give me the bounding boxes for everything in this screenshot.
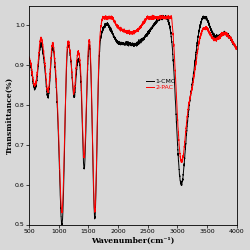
2-PAC: [28, 55, 30, 58]
2-PAC: [209, 32, 212, 34]
2-PAC: [64, 112, 66, 115]
1-CMC: [51, 47, 54, 50]
2-PAC: [60, 212, 64, 214]
1-CMC: [116, 40, 119, 43]
2-PAC: [116, 24, 119, 26]
1-CMC: [160, 14, 163, 17]
X-axis label: Wavenumber(cm⁻¹): Wavenumber(cm⁻¹): [91, 236, 174, 244]
2-PAC: [231, 42, 234, 45]
2-PAC: [107, 17, 110, 20]
Y-axis label: Transmittance(%): Transmittance(%): [6, 76, 14, 154]
2-PAC: [235, 46, 238, 48]
1-CMC: [64, 120, 66, 123]
2-PAC: [151, 14, 154, 17]
1-CMC: [28, 56, 30, 59]
Line: 2-PAC: 2-PAC: [29, 15, 237, 213]
1-CMC: [107, 24, 110, 27]
Legend: 1-CMC, 2-PAC: 1-CMC, 2-PAC: [146, 79, 176, 90]
1-CMC: [235, 47, 238, 50]
Line: 1-CMC: 1-CMC: [29, 16, 237, 225]
2-PAC: [51, 42, 54, 45]
1-CMC: [231, 40, 234, 43]
1-CMC: [60, 224, 63, 227]
1-CMC: [209, 27, 212, 30]
